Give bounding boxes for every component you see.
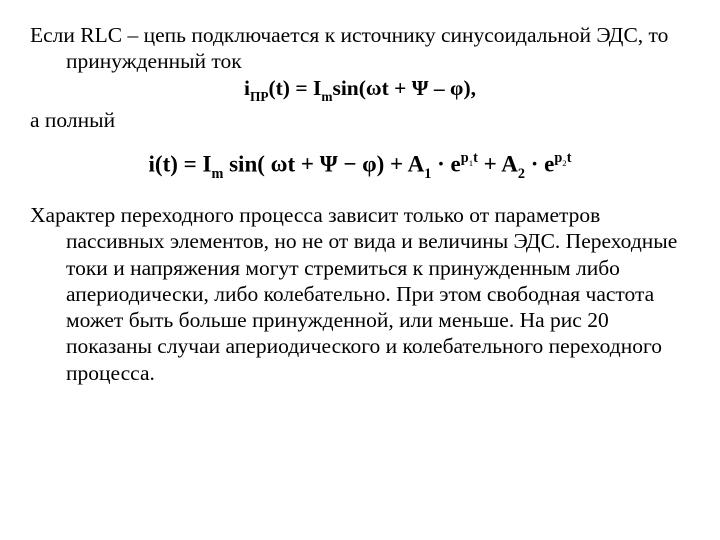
formula-forced-current: iПР(t) = Imsin(ωt + Ψ – φ), — [30, 76, 690, 104]
paragraph-description: Характер переходного процесса зависит то… — [30, 202, 690, 386]
formula-total-current: i(t) = Im sin( ωt + Ψ − φ) + A1 · ep1t +… — [30, 151, 690, 182]
paragraph-intro: Если RLC – цепь подключается к источнику… — [30, 22, 690, 74]
f2-mid1: · e — [431, 152, 460, 177]
f2-mid2: · e — [525, 152, 554, 177]
slide-body: Если RLC – цепь подключается к источнику… — [0, 0, 720, 540]
formula1-sin: sin(ωt + Ψ – φ), — [332, 76, 476, 100]
formula1-sub-pr: ПР — [250, 89, 269, 104]
f2-exp2: p2t — [554, 150, 571, 166]
f2-plus: + A — [478, 152, 518, 177]
f2-lead: i(t) = I — [149, 152, 212, 177]
f2-exp1-t: t — [473, 150, 478, 166]
f2-exp1: p1t — [461, 150, 478, 166]
formula1-sub-m: m — [321, 89, 332, 104]
f2-exp2-t: t — [567, 150, 572, 166]
f2-sin: sin( ωt + Ψ − φ) + A — [223, 152, 424, 177]
formula1-after-sub: (t) = I — [268, 76, 321, 100]
f2-sub1: 1 — [424, 166, 431, 182]
paragraph-full: а полный — [30, 107, 690, 133]
f2-sub-m: m — [211, 166, 223, 182]
f2-exp1-p: p — [461, 150, 469, 166]
f2-sub2: 2 — [518, 166, 525, 182]
